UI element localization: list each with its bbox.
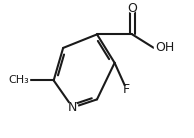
Text: O: O (127, 2, 137, 15)
Circle shape (128, 5, 136, 12)
Text: OH: OH (155, 41, 174, 54)
Text: CH₃: CH₃ (9, 75, 29, 85)
Circle shape (68, 102, 78, 113)
Bar (154, 43, 171, 53)
Circle shape (123, 86, 131, 94)
Bar (13, 75, 29, 86)
Text: N: N (68, 101, 77, 114)
Text: F: F (123, 83, 130, 96)
